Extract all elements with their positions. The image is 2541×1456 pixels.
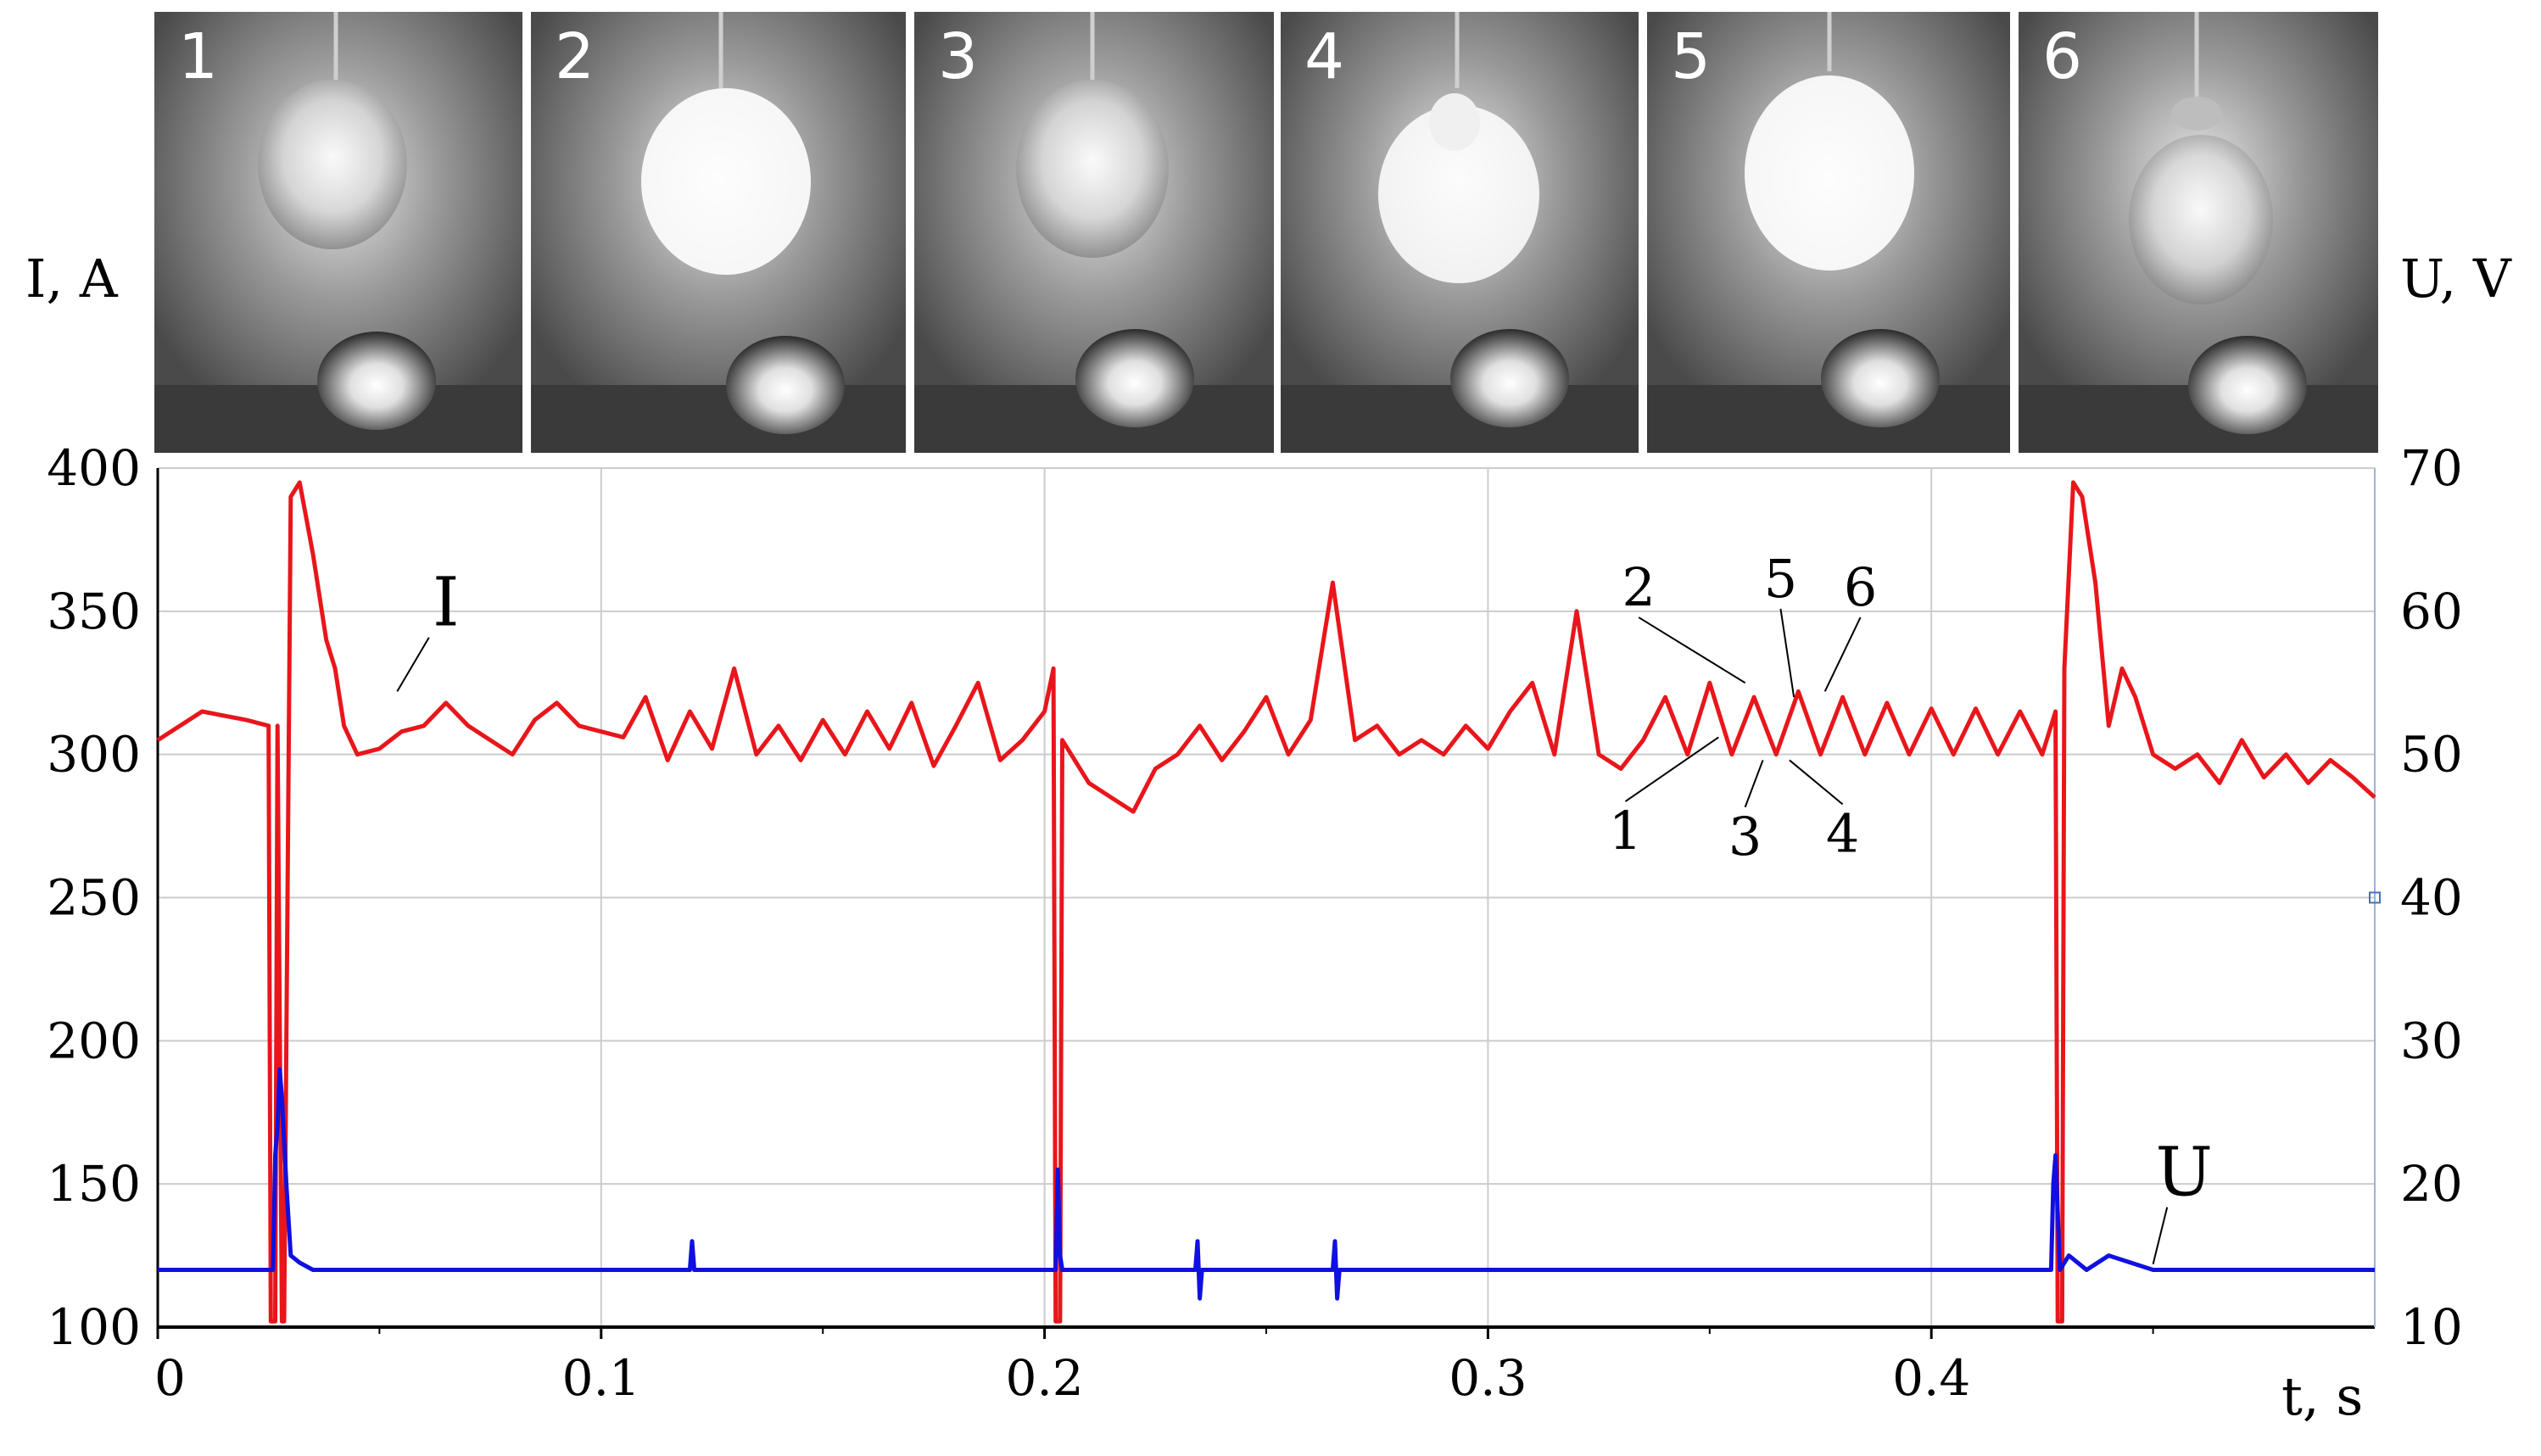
y-tick-right-60: 60 <box>2400 583 2463 640</box>
y-tick-right-70: 70 <box>2400 439 2463 497</box>
frame-label-4: 4 <box>1304 20 1345 93</box>
ticks: 100 150 200 250 300 350 400 10 20 30 40 50 60 70 0 0.1 0… <box>47 439 2463 1407</box>
leader-1 <box>1624 736 1719 802</box>
y-tick-right-10: 10 <box>2400 1298 2463 1356</box>
video-frame-6: 6 <box>2019 12 2378 453</box>
annotations: I U 1 2 3 4 5 6 <box>396 548 2213 1264</box>
annotation-6: 6 <box>1844 556 1877 618</box>
frame-photo-3 <box>914 12 1274 453</box>
annotation-2: 2 <box>1622 556 1655 618</box>
frame-label-1: 1 <box>178 20 219 93</box>
video-frame-3: 3 <box>914 12 1274 453</box>
annotation-1: 1 <box>1609 800 1642 862</box>
series-I-line <box>156 480 2376 1324</box>
y-tick-right-40: 40 <box>2400 869 2463 927</box>
annotation-3: 3 <box>1728 806 1762 867</box>
leader-5 <box>1779 608 1795 698</box>
leader-2 <box>1638 616 1746 684</box>
grid <box>158 467 2375 1328</box>
frame-photo-1 <box>154 12 522 453</box>
y-axis-title-left: I, A <box>25 248 119 310</box>
y-tick-left-100: 100 <box>47 1298 141 1356</box>
x-axis-title: t, s <box>2281 1365 2363 1427</box>
frame-photo-2 <box>531 12 906 453</box>
leader-4 <box>1789 759 1844 806</box>
y-tick-left-150: 150 <box>47 1155 141 1213</box>
video-frame-2: 2 <box>531 12 906 453</box>
y-tick-left-300: 300 <box>47 726 141 784</box>
y-tick-left-250: 250 <box>47 869 141 927</box>
frame-label-3: 3 <box>938 20 979 93</box>
series-U-line <box>158 1067 2375 1301</box>
leader-I <box>396 637 430 692</box>
y-tick-left-200: 200 <box>47 1012 141 1069</box>
frame-photo-4 <box>1281 12 1639 453</box>
axis-handle <box>2369 891 2381 904</box>
leader-3 <box>1744 760 1764 808</box>
x-tick-0.3: 0.3 <box>1449 1349 1527 1407</box>
video-frame-5: 5 <box>1647 12 2010 453</box>
annotation-U: U <box>2155 1133 2212 1212</box>
y-axis-title-right: U, V <box>2400 248 2512 310</box>
annotation-4: 4 <box>1826 802 1859 864</box>
annotation-I: I <box>433 563 460 642</box>
y-tick-left-350: 350 <box>47 583 141 640</box>
annotation-5: 5 <box>1764 548 1797 610</box>
series-layer <box>156 480 2376 1324</box>
frame-label-6: 6 <box>2042 20 2083 93</box>
y-tick-left-400: 400 <box>47 439 141 497</box>
x-tick-0.1: 0.1 <box>562 1349 640 1407</box>
video-frame-1: 1 <box>154 12 522 453</box>
x-tick-0: 0 <box>154 1349 186 1407</box>
y-tick-right-30: 30 <box>2400 1012 2463 1069</box>
leader-6 <box>1823 616 1862 692</box>
frame-photo-5 <box>1647 12 2010 453</box>
y-tick-right-20: 20 <box>2400 1155 2463 1213</box>
frame-photo-6 <box>2019 12 2378 453</box>
y-tick-right-50: 50 <box>2400 726 2463 784</box>
frame-label-5: 5 <box>1671 20 1712 93</box>
leader-U <box>2152 1207 2169 1264</box>
frame-label-2: 2 <box>555 20 595 93</box>
video-frame-4: 4 <box>1281 12 1639 453</box>
x-tick-0.2: 0.2 <box>1005 1349 1083 1407</box>
x-tick-0.4: 0.4 <box>1892 1349 1970 1407</box>
